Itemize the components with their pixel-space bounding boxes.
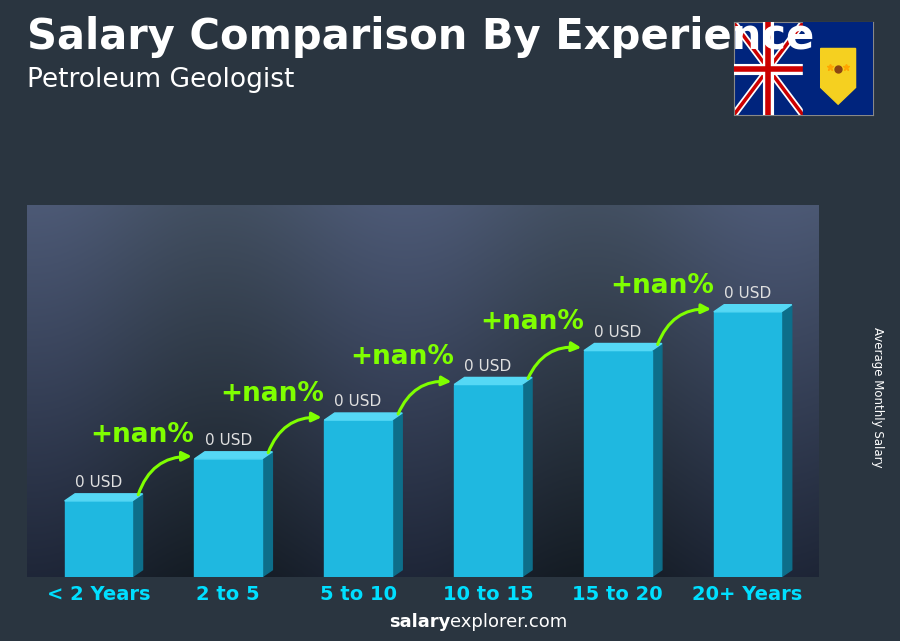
Text: +nan%: +nan% xyxy=(220,381,324,407)
Polygon shape xyxy=(454,378,532,385)
Polygon shape xyxy=(584,351,652,577)
Text: +nan%: +nan% xyxy=(480,309,584,335)
Polygon shape xyxy=(522,378,532,577)
Text: 0 USD: 0 USD xyxy=(75,475,122,490)
Text: Salary Comparison By Experience: Salary Comparison By Experience xyxy=(27,16,814,58)
Text: 0 USD: 0 USD xyxy=(335,394,382,409)
Polygon shape xyxy=(392,413,402,577)
Text: +nan%: +nan% xyxy=(610,273,714,299)
Text: Average Monthly Salary: Average Monthly Salary xyxy=(871,327,884,468)
Text: +nan%: +nan% xyxy=(91,422,194,447)
Polygon shape xyxy=(132,494,142,577)
Polygon shape xyxy=(65,494,142,501)
Polygon shape xyxy=(714,304,792,312)
Polygon shape xyxy=(714,312,781,577)
Polygon shape xyxy=(262,452,273,577)
Polygon shape xyxy=(194,459,262,577)
Text: 0 USD: 0 USD xyxy=(204,433,252,448)
Text: explorer.com: explorer.com xyxy=(450,613,567,631)
Polygon shape xyxy=(781,304,792,577)
Text: 0 USD: 0 USD xyxy=(464,358,511,374)
Polygon shape xyxy=(652,344,662,577)
Text: +nan%: +nan% xyxy=(350,344,454,370)
Polygon shape xyxy=(454,385,522,577)
Polygon shape xyxy=(65,501,132,577)
Polygon shape xyxy=(821,49,856,104)
Text: 0 USD: 0 USD xyxy=(594,324,642,340)
Text: 0 USD: 0 USD xyxy=(724,286,771,301)
Bar xyxy=(803,22,873,115)
Polygon shape xyxy=(324,413,402,420)
Text: Petroleum Geologist: Petroleum Geologist xyxy=(27,67,294,94)
Polygon shape xyxy=(584,344,662,351)
Polygon shape xyxy=(324,420,392,577)
Text: salary: salary xyxy=(389,613,450,631)
Polygon shape xyxy=(194,452,273,459)
